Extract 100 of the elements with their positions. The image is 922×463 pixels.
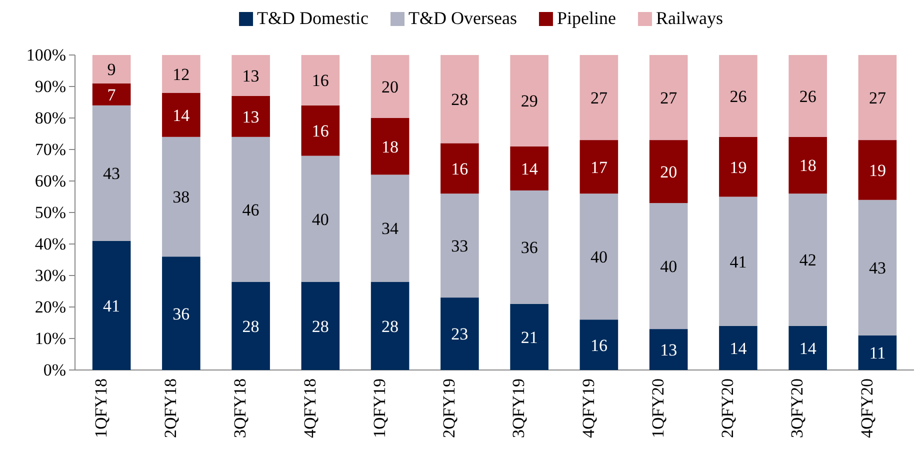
data-label: 21	[520, 328, 538, 347]
bar	[580, 55, 618, 140]
bar	[162, 92, 200, 137]
bar	[649, 329, 688, 370]
data-label: 13	[242, 66, 260, 86]
bar	[649, 203, 688, 330]
bar	[440, 143, 479, 194]
data-label: 41	[103, 296, 120, 316]
bar	[162, 136, 200, 257]
bar	[788, 326, 827, 370]
data-label: 16	[312, 122, 329, 141]
y-tick-label: 20%	[34, 297, 66, 316]
data-label: 36	[172, 304, 190, 324]
data-label: 27	[660, 88, 678, 108]
data-label: 7	[107, 85, 116, 104]
data-label: 20	[382, 77, 399, 96]
data-label: 26	[730, 86, 747, 106]
data-label: 14	[730, 338, 748, 358]
bar	[92, 105, 131, 241]
bar	[858, 55, 897, 140]
x-tick-label: 3QFY20	[788, 378, 807, 438]
bar	[788, 194, 827, 326]
data-label: 42	[799, 250, 816, 270]
bar	[719, 136, 758, 197]
bar	[719, 55, 758, 137]
data-label: 46	[242, 200, 260, 220]
legend-label: Pipeline	[556, 8, 616, 28]
bar	[788, 136, 827, 194]
data-label: 19	[730, 158, 747, 177]
data-label: 43	[103, 164, 120, 184]
x-tick-label: 4QFY18	[300, 378, 320, 438]
data-label: 43	[868, 258, 886, 278]
data-label: 17	[590, 158, 608, 177]
data-label: 18	[382, 137, 399, 156]
bar	[232, 282, 270, 370]
bar	[510, 146, 548, 190]
y-tick-label: 30%	[34, 266, 66, 285]
x-tick-label: 1QFY20	[648, 378, 668, 438]
data-label: 16	[451, 159, 468, 178]
bar	[92, 55, 131, 84]
bar	[370, 55, 410, 118]
legend-label: T&D Domestic	[257, 8, 369, 28]
bar	[510, 55, 548, 146]
bar	[788, 55, 827, 137]
data-label: 40	[312, 210, 329, 229]
data-label: 13	[242, 107, 260, 126]
y-tick-label: 90%	[34, 76, 66, 96]
bar	[232, 55, 270, 96]
legend-label: Railways	[656, 8, 723, 28]
bar	[301, 55, 340, 106]
x-tick-label: 2QFY19	[440, 378, 459, 438]
bar	[162, 55, 200, 93]
y-tick-label: 80%	[34, 108, 66, 128]
data-label: 40	[660, 257, 678, 276]
bar	[232, 96, 270, 137]
legend-label: T&D Overseas	[408, 8, 517, 28]
x-tick-label: 1QFY18	[91, 378, 110, 438]
bar	[370, 282, 410, 370]
data-label: 33	[451, 236, 468, 256]
x-tick-label: 1QFY19	[370, 378, 389, 438]
bar	[858, 335, 897, 370]
data-label: 29	[520, 92, 538, 111]
data-label: 41	[730, 252, 747, 272]
data-label: 36	[520, 238, 538, 258]
bar	[232, 136, 270, 282]
bar	[649, 55, 688, 140]
bar	[92, 83, 131, 106]
y-tick-label: 60%	[34, 171, 66, 190]
data-label: 28	[242, 316, 260, 336]
data-label: 27	[868, 88, 886, 108]
bar	[370, 118, 410, 175]
data-label: 16	[312, 71, 329, 90]
bar	[301, 105, 340, 156]
x-tick-label: 4QFY20	[857, 378, 876, 438]
y-tick-label: 70%	[34, 140, 66, 159]
data-label: 28	[451, 90, 468, 110]
data-label: 38	[172, 188, 190, 207]
data-label: 18	[799, 156, 816, 176]
bar	[719, 196, 758, 326]
bar	[510, 190, 548, 304]
data-label: 9	[107, 60, 116, 80]
bar	[440, 55, 479, 144]
data-label: 12	[172, 64, 190, 84]
y-tick-label: 50%	[34, 202, 66, 222]
y-tick-label: 100%	[26, 45, 66, 64]
bar	[580, 194, 618, 320]
data-label: 11	[869, 344, 886, 363]
data-label: 16	[590, 336, 608, 355]
data-label: 19	[868, 160, 886, 180]
bar	[92, 240, 131, 370]
data-label: 28	[312, 316, 329, 336]
bar	[440, 194, 479, 298]
y-tick-label: 40%	[34, 234, 66, 254]
bar	[510, 304, 548, 370]
bar	[858, 140, 897, 200]
data-label: 14	[799, 338, 817, 358]
data-label: 20	[660, 162, 678, 182]
data-label: 13	[660, 340, 678, 360]
bar	[719, 326, 758, 370]
data-label: 28	[382, 316, 399, 336]
